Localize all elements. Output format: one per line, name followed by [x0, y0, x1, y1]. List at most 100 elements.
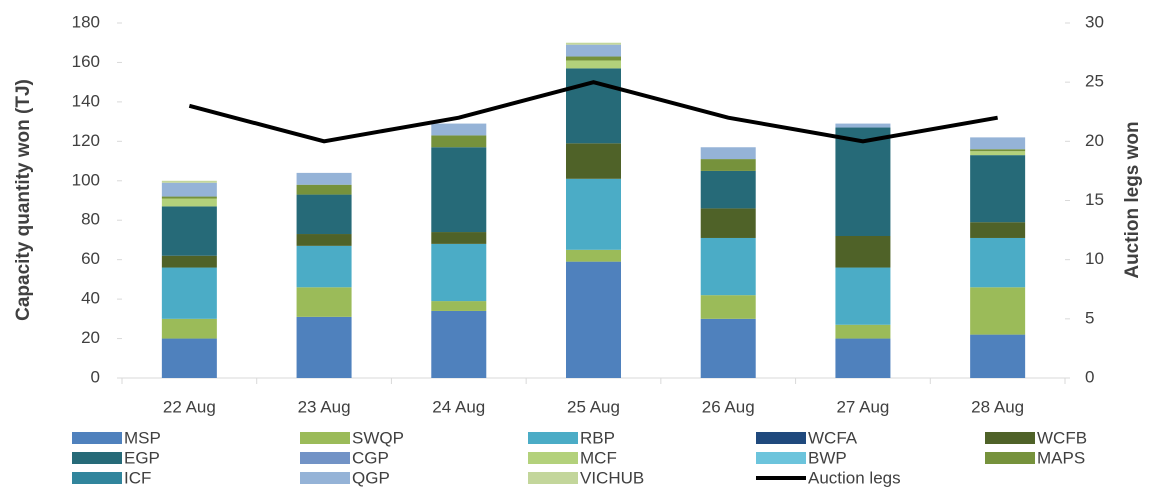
bar-segment	[970, 237, 1026, 288]
bar-segment	[431, 243, 487, 302]
bar-segment	[566, 60, 621, 69]
bar-segment	[835, 267, 891, 325]
bar-segment	[700, 295, 756, 319]
bar-segment	[970, 287, 1026, 335]
legend-swatch	[300, 452, 350, 464]
bar-segment	[566, 44, 621, 57]
y-tick-label: 180	[72, 12, 100, 31]
x-tick-label: 24 Aug	[432, 397, 485, 416]
legend-label: WCFB	[1037, 428, 1087, 447]
bar-segment	[566, 42, 621, 45]
bar-segment	[835, 236, 891, 268]
y-axis-title: Capacity quantity won (TJ)	[13, 79, 34, 321]
bar-segment	[296, 287, 352, 317]
bar-segment	[835, 127, 891, 236]
y-tick-label: 160	[72, 52, 100, 71]
bar-segment	[296, 172, 352, 185]
bar-segment	[161, 196, 217, 199]
legend-swatch	[528, 472, 578, 484]
bar-segment	[835, 123, 891, 128]
legend-label: VICHUB	[580, 468, 644, 487]
legend-label: ICF	[124, 468, 151, 487]
legend-swatch	[985, 432, 1035, 444]
legend-label: RBP	[580, 428, 615, 447]
bar-segment	[161, 206, 217, 256]
legend-swatch	[72, 432, 122, 444]
x-tick-label: 27 Aug	[836, 397, 889, 416]
bar-segment	[700, 318, 756, 378]
bar-segment	[970, 137, 1026, 150]
bar-segment	[566, 56, 621, 61]
y2-axis-title: Auction legs won	[1122, 121, 1143, 278]
x-tick-label: 25 Aug	[567, 397, 620, 416]
bar-segment	[296, 194, 352, 235]
bar-segment	[566, 249, 621, 262]
bar-segment	[970, 334, 1026, 378]
y-tick-label: 0	[91, 367, 100, 386]
bar-segment	[970, 151, 1026, 156]
bar-segment	[161, 318, 217, 339]
bar-segment	[566, 143, 621, 179]
legend-swatch	[528, 452, 578, 464]
y2-tick-label: 10	[1085, 249, 1104, 268]
bar-segment	[161, 182, 217, 197]
bar-segment	[700, 159, 756, 171]
bar-segment	[296, 245, 352, 288]
x-tick-label: 28 Aug	[971, 397, 1024, 416]
bar-segment	[835, 324, 891, 339]
bar-segment	[566, 261, 621, 378]
bar-segment	[161, 338, 217, 378]
bar-segment	[700, 170, 756, 209]
y-tick-label: 20	[81, 328, 100, 347]
bar-segment	[566, 178, 621, 250]
y-tick-label: 60	[81, 249, 100, 268]
legend-label: SWQP	[352, 428, 404, 447]
legend-swatch	[756, 432, 806, 444]
x-tick-label: 23 Aug	[298, 397, 351, 416]
bar-segment	[835, 338, 891, 378]
legend-label: MCF	[580, 448, 617, 467]
legend-swatch	[300, 472, 350, 484]
legend-swatch	[985, 452, 1035, 464]
legend-swatch	[72, 472, 122, 484]
y2-tick-label: 20	[1085, 131, 1104, 150]
y-tick-label: 80	[81, 210, 100, 229]
bar-segment	[296, 184, 352, 195]
bar-segment	[296, 316, 352, 378]
bar-segment	[161, 267, 217, 319]
bar-segment	[970, 222, 1026, 238]
bar-segment	[566, 68, 621, 144]
legend-label: WCFA	[808, 428, 858, 447]
legend-label: MAPS	[1037, 448, 1085, 467]
legend-label: EGP	[124, 448, 160, 467]
legend-swatch	[72, 452, 122, 464]
legend-label: MSP	[124, 428, 161, 447]
y2-tick-label: 5	[1085, 308, 1094, 327]
y-tick-label: 100	[72, 170, 100, 189]
bar-segment	[700, 208, 756, 238]
y2-tick-label: 30	[1085, 12, 1104, 31]
y-tick-label: 140	[72, 91, 100, 110]
bar-segment	[161, 198, 217, 207]
y-tick-label: 120	[72, 131, 100, 150]
bar-segment	[431, 147, 487, 233]
y2-tick-label: 15	[1085, 190, 1104, 209]
bar-segment	[431, 123, 487, 136]
legend-swatch	[756, 452, 806, 464]
bar-segment	[700, 237, 756, 296]
bar-segment	[970, 149, 1026, 152]
y-tick-label: 40	[81, 289, 100, 308]
y2-tick-label: 0	[1085, 367, 1094, 386]
bar-segment	[431, 232, 487, 244]
bar-segment	[296, 234, 352, 246]
bar-segment	[161, 255, 217, 268]
bar-segment	[700, 147, 756, 160]
legend-label: BWP	[808, 448, 847, 467]
y2-tick-label: 25	[1085, 72, 1104, 91]
legend-swatch	[300, 432, 350, 444]
bar-segment	[431, 301, 487, 311]
legend-label: CGP	[352, 448, 389, 467]
legend-label: QGP	[352, 468, 390, 487]
